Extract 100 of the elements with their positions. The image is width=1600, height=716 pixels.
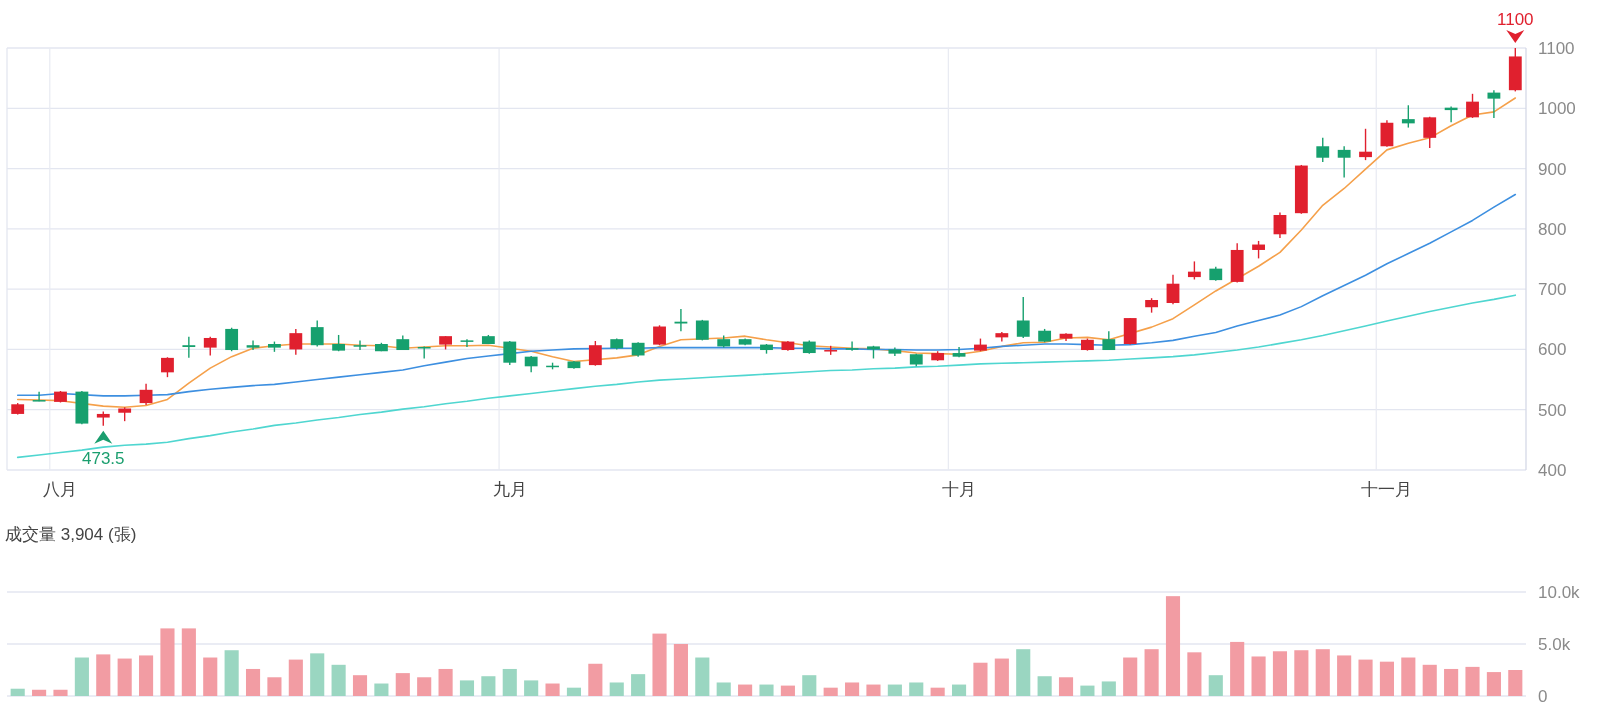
- candlestick: [503, 340, 517, 366]
- candlestick: [246, 339, 260, 351]
- x-tick-label: 九月: [492, 480, 527, 499]
- y-tick-label: 700: [1538, 280, 1567, 300]
- bar: [1379, 661, 1394, 696]
- candlestick: [417, 345, 431, 360]
- bar: [1315, 649, 1330, 696]
- candlestick: [1273, 211, 1287, 239]
- bar: [1508, 670, 1523, 696]
- bar: [1337, 655, 1352, 696]
- bar: [1422, 664, 1437, 696]
- bar: [631, 674, 646, 696]
- bar: [417, 677, 432, 696]
- candlestick: [203, 336, 217, 357]
- candlestick: [1187, 260, 1201, 281]
- bar: [1251, 656, 1266, 696]
- bar: [1080, 685, 1095, 696]
- bar: [738, 684, 753, 696]
- bar: [1444, 668, 1459, 696]
- y-tick-label: 900: [1538, 159, 1567, 179]
- y-tick-label: 400: [1538, 461, 1567, 480]
- bar: [716, 682, 731, 696]
- bar: [267, 677, 282, 696]
- bar: [1272, 651, 1288, 696]
- bar: [331, 664, 346, 696]
- bar: [502, 668, 517, 696]
- y-tick-label: 0: [1538, 687, 1548, 706]
- candlestick: [353, 339, 367, 351]
- bar: [32, 689, 47, 696]
- candlestick: [1401, 104, 1415, 129]
- bar: [695, 657, 710, 696]
- bar: [845, 682, 860, 696]
- bar: [1037, 676, 1052, 696]
- bar: [951, 684, 967, 696]
- bar: [1123, 657, 1138, 696]
- bar: [181, 628, 196, 696]
- bar: [74, 657, 89, 696]
- y-tick-label: 1100: [1538, 39, 1575, 58]
- bar: [117, 658, 132, 696]
- candlestick: [182, 336, 196, 359]
- bar: [973, 662, 988, 696]
- candlestick: [674, 308, 688, 333]
- bar: [224, 650, 239, 696]
- bar: [459, 680, 475, 696]
- bar: [823, 687, 838, 696]
- bar: [866, 684, 881, 696]
- candlestick: [1359, 128, 1372, 161]
- bar: [438, 668, 453, 696]
- bar: [53, 689, 68, 696]
- candlestick: [1016, 296, 1030, 339]
- candlestick: [1487, 89, 1501, 119]
- bar: [673, 644, 688, 696]
- bar: [1016, 649, 1031, 696]
- bar: [1165, 596, 1181, 696]
- candlestick: [161, 356, 174, 378]
- bar: [566, 687, 582, 696]
- candlestick: [1316, 137, 1330, 163]
- candlestick: [1423, 116, 1437, 149]
- annotation: 1100: [1497, 10, 1534, 29]
- y-tick-label: 500: [1538, 400, 1567, 420]
- bar: [780, 685, 795, 696]
- bar: [588, 663, 603, 696]
- candlestick: [1380, 119, 1394, 148]
- chart-title: 成交量 3,904 (張): [5, 525, 137, 544]
- candlestick: [1466, 93, 1479, 119]
- candlestick: [139, 383, 153, 406]
- y-tick-label: 1000: [1538, 99, 1576, 119]
- bar: [524, 680, 539, 696]
- bar: [652, 633, 667, 696]
- bar: [1401, 657, 1416, 696]
- bar: [994, 658, 1009, 696]
- annotation: 473.5: [82, 448, 125, 468]
- bar: [1486, 672, 1501, 696]
- bar: [352, 675, 368, 696]
- x-tick-label: 十月: [942, 480, 977, 499]
- bar: [545, 683, 560, 696]
- bar: [1187, 652, 1202, 696]
- bar: [1230, 641, 1245, 696]
- candlestick: [32, 390, 46, 402]
- bar: [10, 688, 25, 696]
- bar: [245, 668, 261, 696]
- bar: [1058, 677, 1074, 696]
- bar: [609, 682, 624, 696]
- bar: [139, 655, 154, 696]
- bar: [96, 654, 111, 696]
- bar: [909, 682, 924, 696]
- bar: [1358, 659, 1373, 696]
- candlestick: [845, 340, 859, 352]
- candlestick: [460, 338, 474, 348]
- bar: [288, 659, 303, 696]
- candlestick: [1166, 273, 1180, 305]
- bar: [374, 683, 389, 696]
- y-tick-label: 800: [1538, 219, 1567, 239]
- y-tick-label: 600: [1538, 340, 1567, 360]
- bar: [395, 673, 410, 696]
- bar: [930, 687, 945, 696]
- x-tick-label: 十一月: [1361, 480, 1413, 499]
- bar: [1294, 650, 1309, 696]
- candlestick: [289, 328, 303, 356]
- bar: [203, 657, 218, 696]
